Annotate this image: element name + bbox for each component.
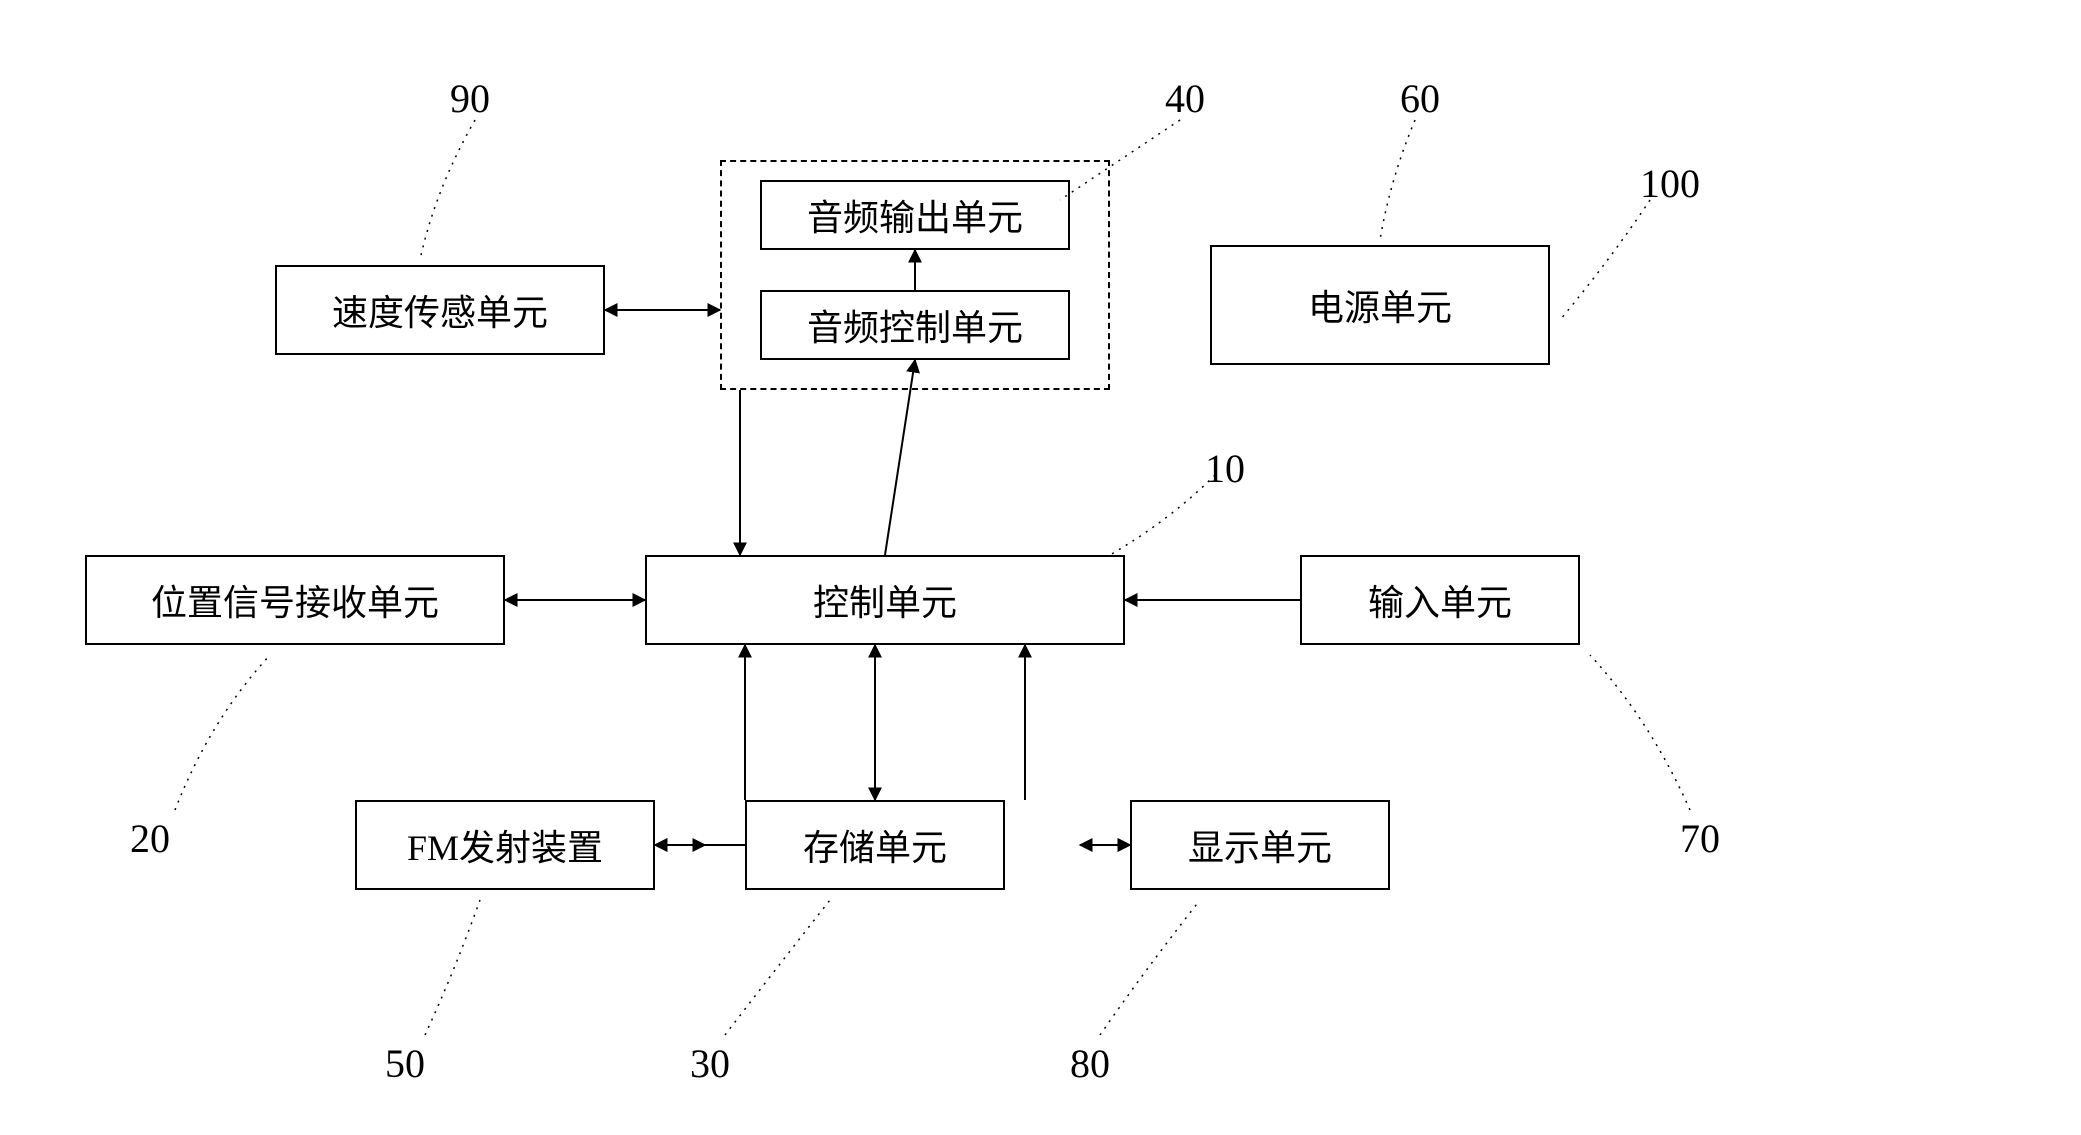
ref-text: 20: [130, 816, 170, 861]
node-label: 速度传感单元: [332, 284, 548, 336]
node-label: 位置信号接收单元: [151, 574, 439, 626]
node-audio-output: 音频输出单元: [760, 180, 1070, 250]
node-label: 音频控制单元: [807, 299, 1023, 351]
diagram-canvas: 速度传感单元 音频输出单元 音频控制单元 电源单元 位置信号接收单元 控制单元 …: [0, 0, 2081, 1135]
ref-text: 100: [1640, 161, 1700, 206]
node-label: FM发射装置: [407, 819, 603, 871]
ref-label-50: 50: [385, 1040, 425, 1087]
ref-label-10: 10: [1205, 445, 1245, 492]
ref-label-90: 90: [450, 75, 490, 122]
node-input: 输入单元: [1300, 555, 1580, 645]
ref-label-30: 30: [690, 1040, 730, 1087]
node-power: 电源单元: [1210, 245, 1550, 365]
node-label: 电源单元: [1308, 279, 1452, 331]
ref-text: 60: [1400, 76, 1440, 121]
node-storage: 存储单元: [745, 800, 1005, 890]
node-label: 音频输出单元: [807, 189, 1023, 241]
node-control: 控制单元: [645, 555, 1125, 645]
node-label: 控制单元: [813, 574, 957, 626]
ref-text: 40: [1165, 76, 1205, 121]
ref-label-80: 80: [1070, 1040, 1110, 1087]
ref-text: 30: [690, 1041, 730, 1086]
ref-text: 50: [385, 1041, 425, 1086]
node-display: 显示单元: [1130, 800, 1390, 890]
ref-text: 10: [1205, 446, 1245, 491]
node-audio-control: 音频控制单元: [760, 290, 1070, 360]
node-fm-tx: FM发射装置: [355, 800, 655, 890]
node-label: 输入单元: [1368, 574, 1512, 626]
node-label: 显示单元: [1188, 819, 1332, 871]
node-pos-receiver: 位置信号接收单元: [85, 555, 505, 645]
ref-text: 80: [1070, 1041, 1110, 1086]
node-speed-sensor: 速度传感单元: [275, 265, 605, 355]
node-label: 存储单元: [803, 819, 947, 871]
ref-text: 90: [450, 76, 490, 121]
ref-text: 70: [1680, 816, 1720, 861]
ref-label-20: 20: [130, 815, 170, 862]
ref-label-60: 60: [1400, 75, 1440, 122]
ref-label-100: 100: [1640, 160, 1700, 207]
ref-label-70: 70: [1680, 815, 1720, 862]
ref-label-40: 40: [1165, 75, 1205, 122]
